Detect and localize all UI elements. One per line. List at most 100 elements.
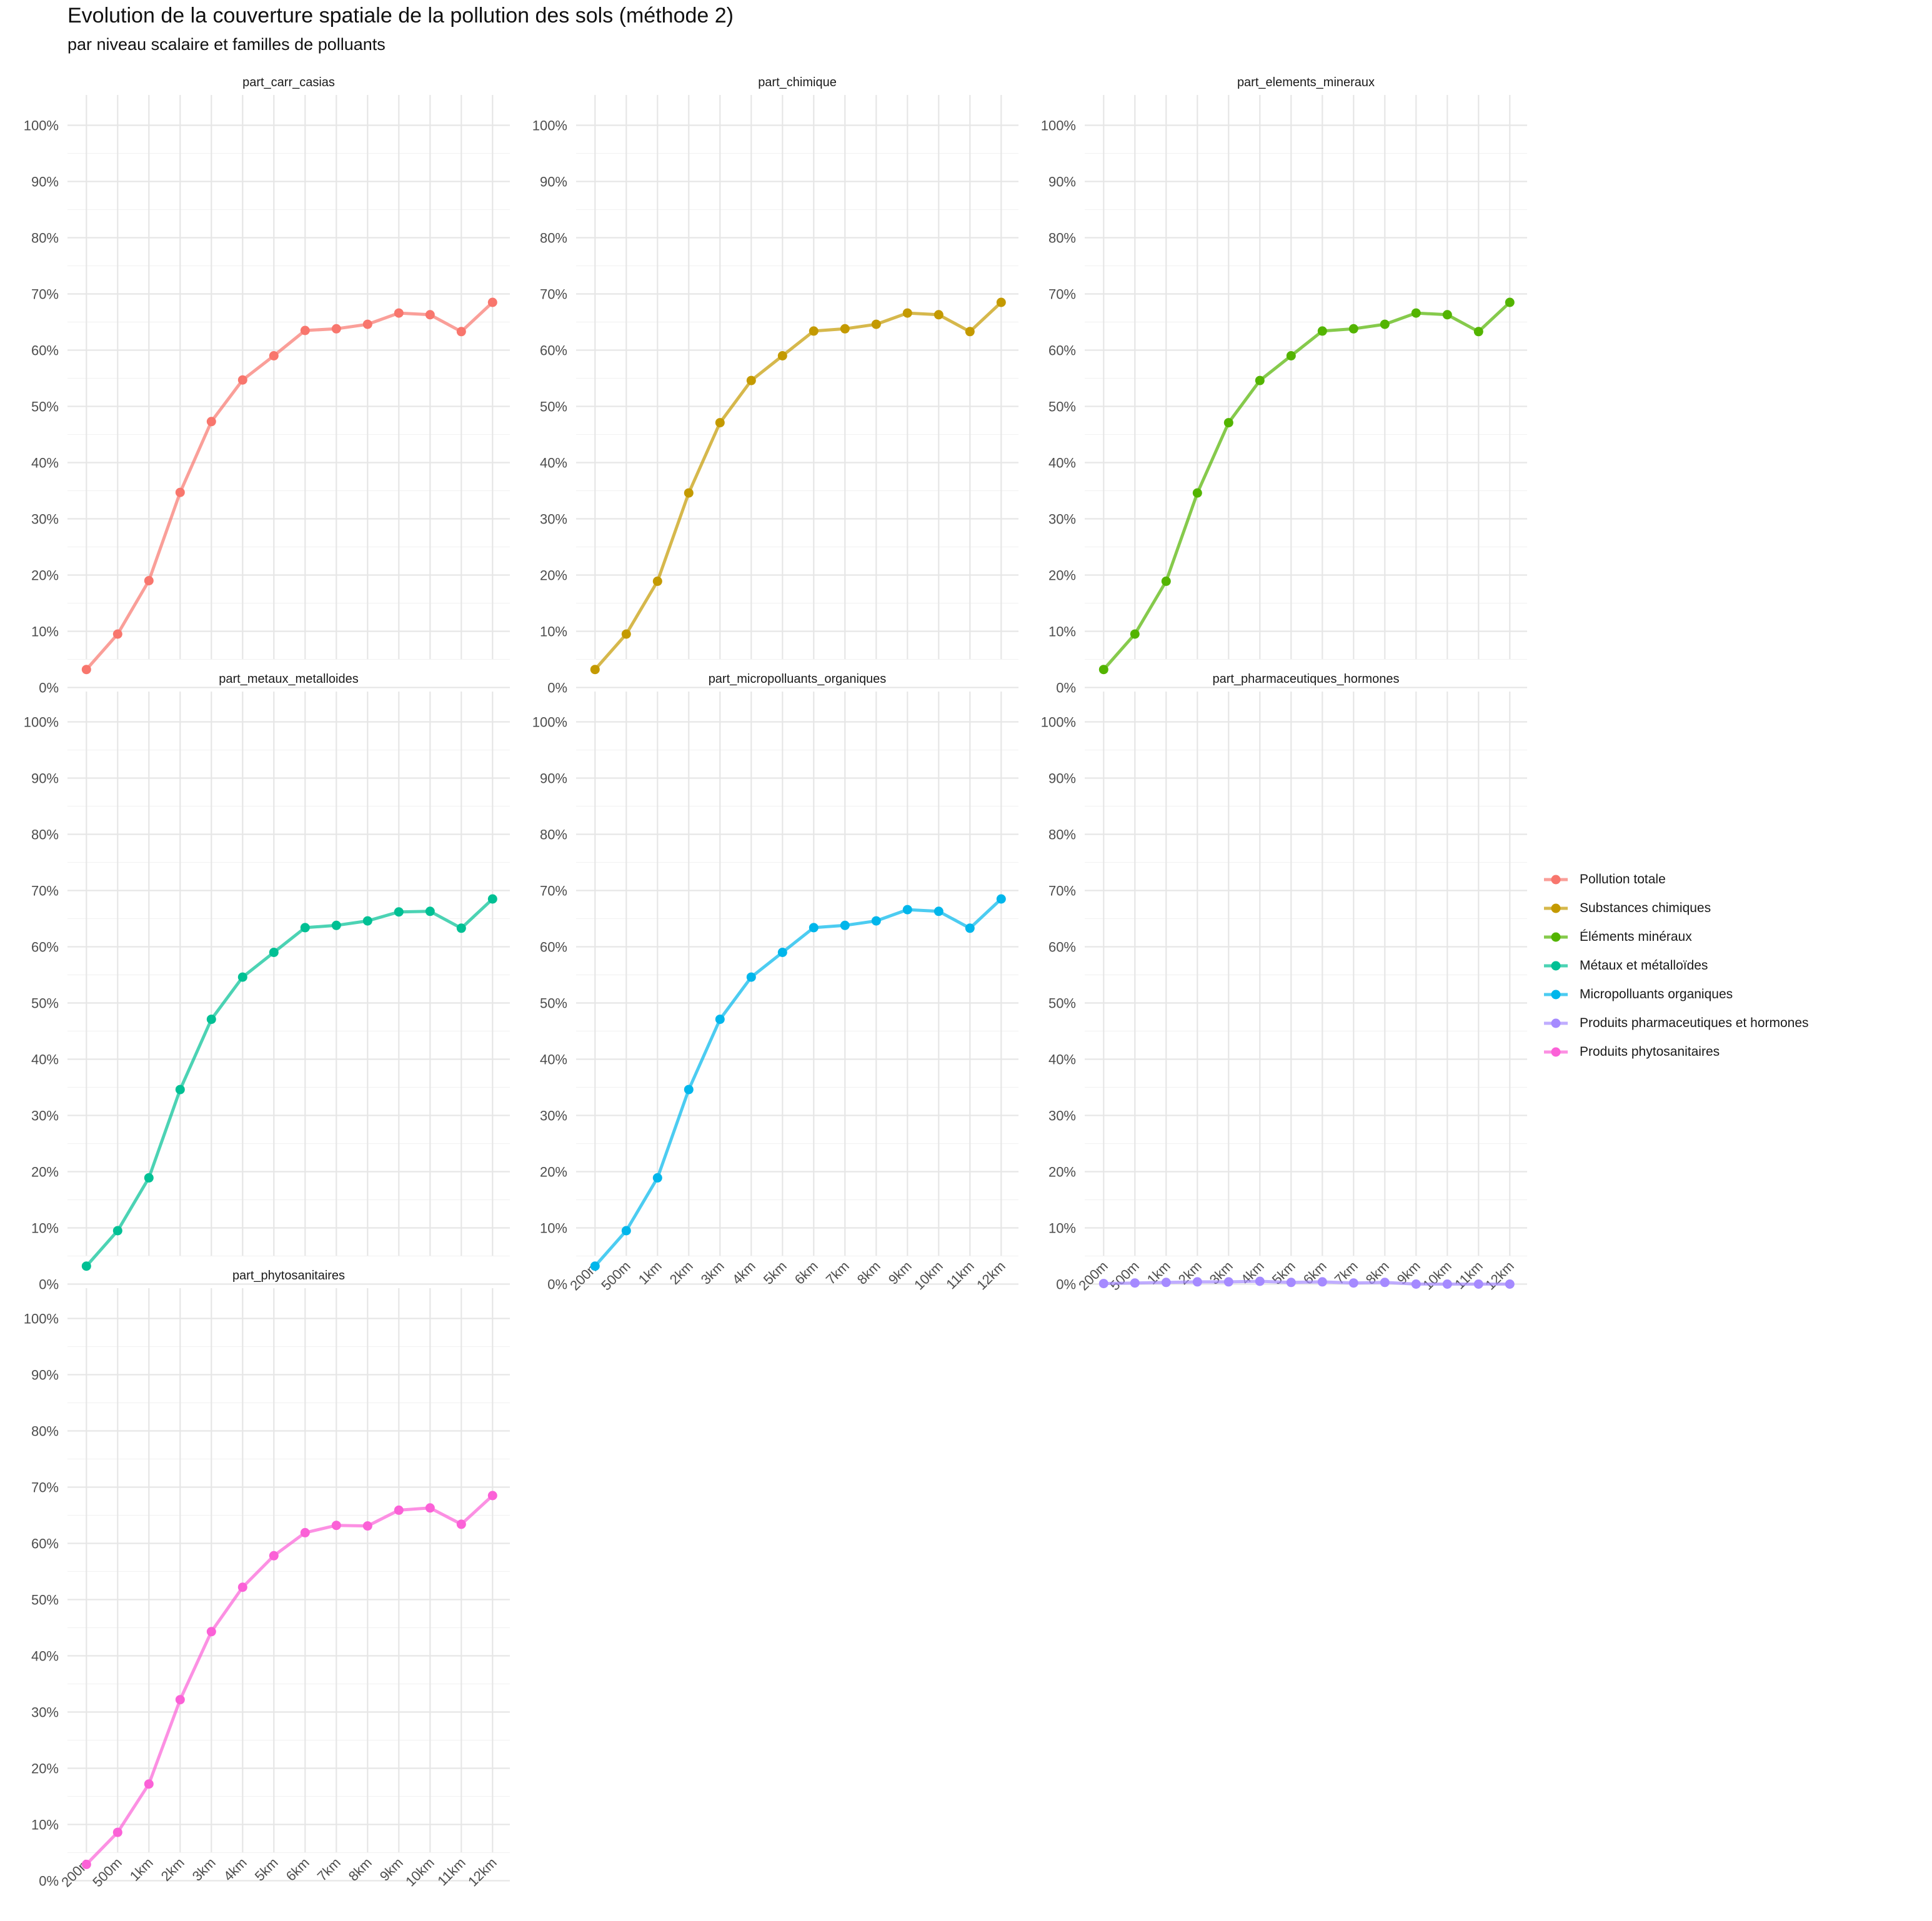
data-point	[206, 1015, 216, 1025]
legend-key-icon	[1544, 903, 1568, 913]
series-line	[85, 1494, 494, 1866]
data-point	[1380, 1278, 1390, 1288]
legend-label: Substances chimiques	[1580, 901, 1711, 915]
data-point	[684, 488, 694, 498]
y-tick-label: 60%	[31, 343, 59, 359]
data-point	[621, 629, 631, 639]
data-point	[1286, 1278, 1296, 1288]
y-tick-label: 50%	[540, 399, 567, 415]
x-tick-label: 2km	[158, 1855, 187, 1884]
data-point	[1192, 1277, 1202, 1287]
y-tick-label: 90%	[1048, 174, 1076, 190]
x-tick-label: 3km	[189, 1855, 219, 1884]
data-point	[269, 351, 279, 360]
facet-strip-label: part_phytosanitaires	[232, 1269, 345, 1283]
x-tick-label: 8km	[854, 1258, 884, 1288]
data-point	[1286, 351, 1296, 360]
data-point	[300, 923, 310, 933]
y-tick-label: 0%	[547, 1277, 567, 1293]
y-tick-label: 50%	[31, 996, 59, 1011]
series-line	[594, 898, 1003, 1268]
legend-item: Micropolluants organiques	[1542, 980, 1809, 1009]
x-tick-label: 11km	[943, 1258, 977, 1293]
y-tick-label: 30%	[31, 1108, 59, 1124]
y-tick-label: 60%	[31, 940, 59, 955]
data-point	[425, 1503, 435, 1513]
data-point	[81, 665, 91, 675]
data-point	[206, 417, 216, 427]
legend-key-icon	[1544, 990, 1568, 1000]
legend-key-icon	[1544, 932, 1568, 942]
data-point	[1255, 375, 1265, 385]
x-tick-label: 4km	[729, 1258, 759, 1288]
data-point	[1411, 308, 1421, 318]
data-point	[112, 629, 122, 639]
data-point	[1161, 1278, 1171, 1288]
data-point	[1442, 1279, 1452, 1289]
data-point	[362, 1521, 372, 1531]
x-tick-label: 8km	[346, 1855, 375, 1884]
data-point	[809, 326, 819, 336]
y-tick-label: 70%	[31, 883, 59, 899]
x-tick-label: 11km	[434, 1855, 469, 1889]
y-tick-label: 30%	[1048, 1108, 1076, 1124]
y-tick-label: 70%	[31, 1480, 59, 1496]
data-point	[715, 1015, 725, 1025]
data-point	[1442, 310, 1452, 320]
facet-strip-label: part_metaux_metalloides	[219, 672, 358, 686]
data-point	[237, 1582, 247, 1592]
data-point	[777, 948, 787, 957]
y-tick-label: 100%	[532, 715, 567, 730]
x-tick-label: 3km	[698, 1258, 727, 1288]
data-point	[1348, 1278, 1358, 1288]
y-tick-label: 70%	[540, 883, 567, 899]
x-tick-label: 7km	[314, 1855, 344, 1884]
data-point	[1473, 1279, 1483, 1289]
data-point	[590, 1261, 600, 1271]
data-point	[487, 894, 497, 904]
legend-label: Métaux et métalloïdes	[1580, 958, 1708, 973]
y-tick-label: 60%	[1048, 940, 1076, 955]
series-line	[1103, 1279, 1510, 1286]
data-point	[394, 308, 404, 318]
facet-panel-part_phytosanitaires: part_phytosanitaires 0% 10% 20% 30% 40% 50% 60%…	[24, 1269, 510, 1890]
data-point	[934, 906, 944, 916]
data-point	[425, 906, 435, 916]
y-tick-label: 100%	[532, 118, 567, 134]
x-tick-label: 5km	[760, 1258, 790, 1288]
data-point	[206, 1627, 216, 1637]
data-point	[965, 327, 975, 337]
facet-strip-label: part_elements_mineraux	[1237, 76, 1375, 89]
plot-area: 0% 10% 20% 30% 40% 50% 60% 70% 80% 90% 100%	[1041, 95, 1527, 696]
data-point	[996, 297, 1006, 307]
y-tick-label: 60%	[31, 1536, 59, 1552]
facet-strip-label: part_carr_casias	[242, 76, 335, 89]
plot-area: 0%10%20%30%40%50%60%70%80%90%100%200m500…	[532, 692, 1018, 1293]
y-tick-label: 10%	[31, 1221, 59, 1236]
y-tick-label: 0%	[39, 1874, 59, 1889]
x-tick-label: 7km	[823, 1258, 852, 1288]
chart-title: Evolution de la couverture spatiale de l…	[67, 4, 734, 27]
y-tick-label: 20%	[540, 568, 567, 583]
x-tick-label: 12km	[973, 1258, 1008, 1293]
data-point	[300, 1527, 310, 1537]
legend-item: Produits phytosanitaires	[1542, 1038, 1809, 1066]
plot-area: 0% 10% 20% 30% 40% 50% 60% 70% 80% 90% 100%	[24, 692, 510, 1293]
facet-panel-part_chimique: part_chimique 0% 10% 20% 30% 40% 50% 60% 70% 80% 9…	[532, 76, 1018, 696]
data-point	[934, 310, 944, 320]
data-point	[1161, 576, 1171, 586]
data-point	[652, 576, 662, 586]
facet-panel-part_pharmaceutiques_hormones: part_pharmaceutiques_hormones 0% 10% 20% 30%…	[1041, 672, 1527, 1293]
x-tick-label: 4km	[221, 1855, 250, 1884]
data-point	[81, 1261, 91, 1271]
legend-key-icon	[1544, 961, 1568, 971]
data-point	[456, 923, 466, 933]
y-tick-label: 10%	[540, 1221, 567, 1236]
data-point	[269, 1551, 279, 1561]
x-tick-label: 9km	[377, 1855, 406, 1884]
y-tick-label: 20%	[31, 1761, 59, 1777]
data-point	[1317, 1277, 1327, 1287]
data-point	[1192, 488, 1202, 498]
y-tick-label: 80%	[31, 827, 59, 843]
y-tick-label: 30%	[31, 512, 59, 527]
